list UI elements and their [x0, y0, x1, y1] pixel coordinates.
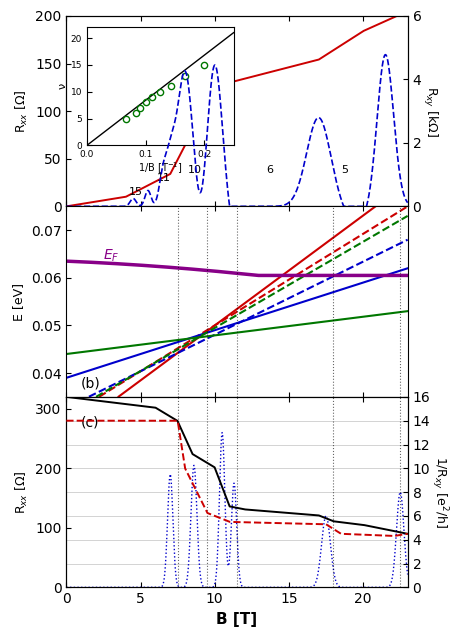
- Text: 6: 6: [267, 165, 273, 175]
- Text: E$_F$: E$_F$: [103, 248, 120, 264]
- Text: 10: 10: [188, 165, 202, 175]
- Text: 15: 15: [128, 187, 143, 197]
- Y-axis label: R$_{xx}$ [Ω]: R$_{xx}$ [Ω]: [13, 90, 29, 133]
- Y-axis label: R$_{xy}$ [kΩ]: R$_{xy}$ [kΩ]: [421, 86, 439, 137]
- X-axis label: B [T]: B [T]: [217, 612, 257, 627]
- Y-axis label: E [eV]: E [eV]: [12, 283, 25, 321]
- Y-axis label: 1/R$_{xy}$ [e$^2$/h]: 1/R$_{xy}$ [e$^2$/h]: [429, 456, 450, 528]
- Text: (a): (a): [89, 48, 108, 62]
- Text: 5: 5: [341, 165, 348, 175]
- Text: 11: 11: [157, 173, 171, 183]
- Text: (c): (c): [81, 416, 100, 430]
- Y-axis label: R$_{xx}$ [Ω]: R$_{xx}$ [Ω]: [13, 471, 29, 514]
- Text: (b): (b): [81, 377, 101, 391]
